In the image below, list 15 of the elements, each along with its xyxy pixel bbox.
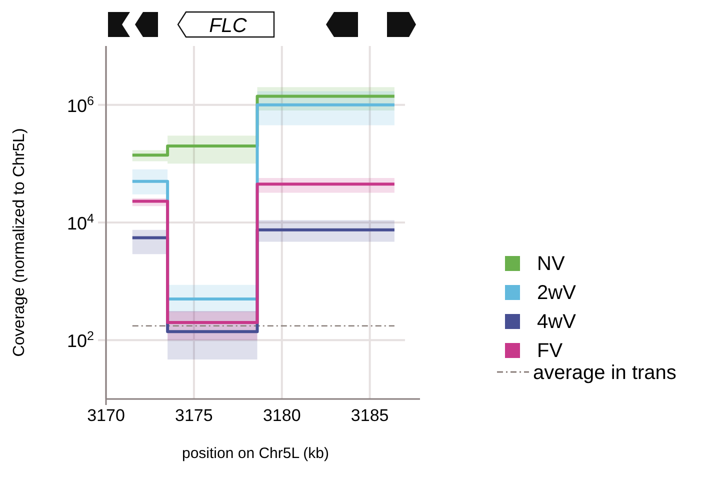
x-tick-label: 3180 [262, 406, 301, 425]
y-tick-label: 10$^{2}$ [66, 329, 94, 352]
legend-label: 4wV [537, 311, 577, 333]
legend-label: average in trans [533, 362, 676, 384]
text: FLC [209, 15, 248, 37]
y-tick-label: 10$^{4}$ [66, 212, 94, 234]
x-axis-title: position on Chr5L (kb) [182, 445, 330, 462]
x-tick-label: 3185 [350, 406, 389, 425]
legend-label: FV [537, 340, 564, 362]
x-tick-label: 3175 [175, 406, 213, 425]
legend-label: 2wV [537, 282, 577, 304]
y-axis-title: Coverage (normalized to Chr5L) [11, 128, 28, 357]
x-tick-label: 3170 [87, 406, 125, 425]
legend-label: NV [537, 253, 566, 275]
y-tick-label: 10$^{6}$ [66, 94, 94, 116]
